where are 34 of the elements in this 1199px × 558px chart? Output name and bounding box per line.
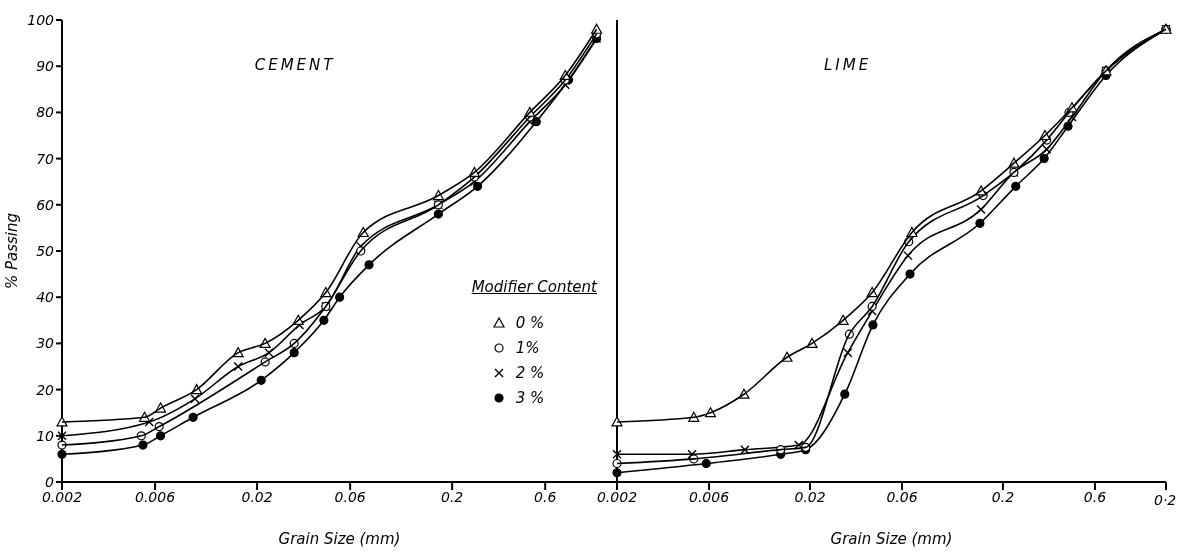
x-axis-title: Grain Size (mm): [830, 530, 953, 548]
x-tick-label: 0.02: [794, 488, 826, 505]
y-tick-label: 100: [27, 11, 55, 28]
x-tick-label: 0.2: [991, 488, 1015, 505]
legend-label: 2 %: [515, 363, 545, 382]
x-tick-label: 0.06: [886, 488, 918, 505]
x-tick-label: 0.002: [41, 488, 83, 505]
y-tick-label: 0: [45, 473, 55, 490]
text: CEMENT: [253, 56, 337, 74]
y-tick-label: 30: [36, 335, 55, 352]
legend-label: 0 %: [515, 313, 545, 332]
y-tick-label: 90: [36, 58, 55, 75]
y-tick-label: 50: [36, 242, 55, 259]
x-tick-label: 0.006: [135, 488, 176, 505]
x-tick-label: 0.006: [689, 488, 730, 505]
text: LIME: [822, 56, 873, 74]
x-tick-label: 0.02: [241, 488, 273, 505]
legend-title: Modifier Content: [471, 278, 597, 296]
legend-label: 3 %: [515, 388, 545, 407]
text: 0·2: [1154, 492, 1177, 508]
y-tick-label: 70: [36, 150, 55, 167]
x-tick-label: 0.06: [334, 488, 366, 505]
y-tick-label: 80: [36, 104, 55, 121]
y-tick-label: 10: [36, 427, 55, 444]
y-tick-label: 60: [36, 196, 55, 213]
y-axis-title: % Passing: [3, 212, 22, 290]
y-tick-label: 20: [36, 381, 55, 398]
x-tick-label: 0.6: [534, 488, 557, 505]
x-tick-label: 0.002: [596, 488, 638, 505]
legend-label: 1%: [515, 338, 540, 357]
x-tick-label: 0.2: [441, 488, 464, 505]
x-tick-label: 0.6: [1083, 488, 1107, 505]
x-axis-title: Grain Size (mm): [278, 530, 401, 548]
y-tick-label: 40: [36, 289, 55, 306]
